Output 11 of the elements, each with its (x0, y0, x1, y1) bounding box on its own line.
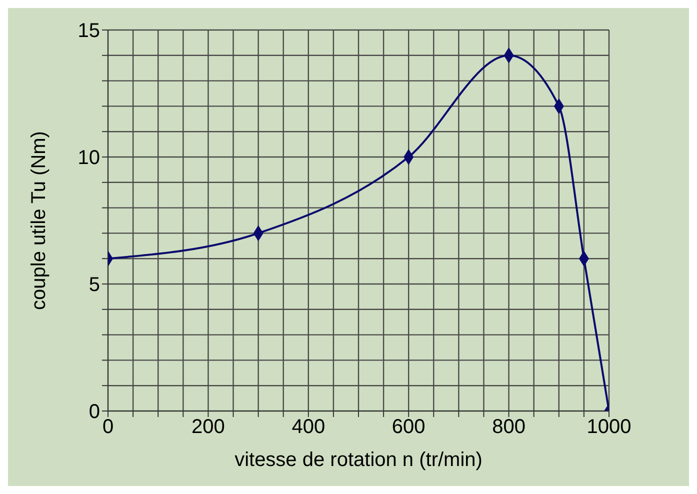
y-tick-label: 10 (78, 147, 100, 170)
y-axis-title: couple utile Tu (Nm) (28, 131, 50, 310)
x-tick-label: 400 (292, 416, 326, 438)
x-tick-label: 200 (192, 416, 225, 438)
y-tick-label: 5 (88, 274, 100, 296)
y-tick-label: 0 (88, 401, 100, 424)
x-tick-label: 600 (392, 416, 426, 438)
x-axis-title: vitesse de rotation n (tr/min) (234, 449, 482, 471)
y-tick-label: 15 (78, 20, 100, 42)
x-tick-label: 800 (492, 416, 526, 438)
x-tick-label: 1000 (586, 416, 632, 438)
